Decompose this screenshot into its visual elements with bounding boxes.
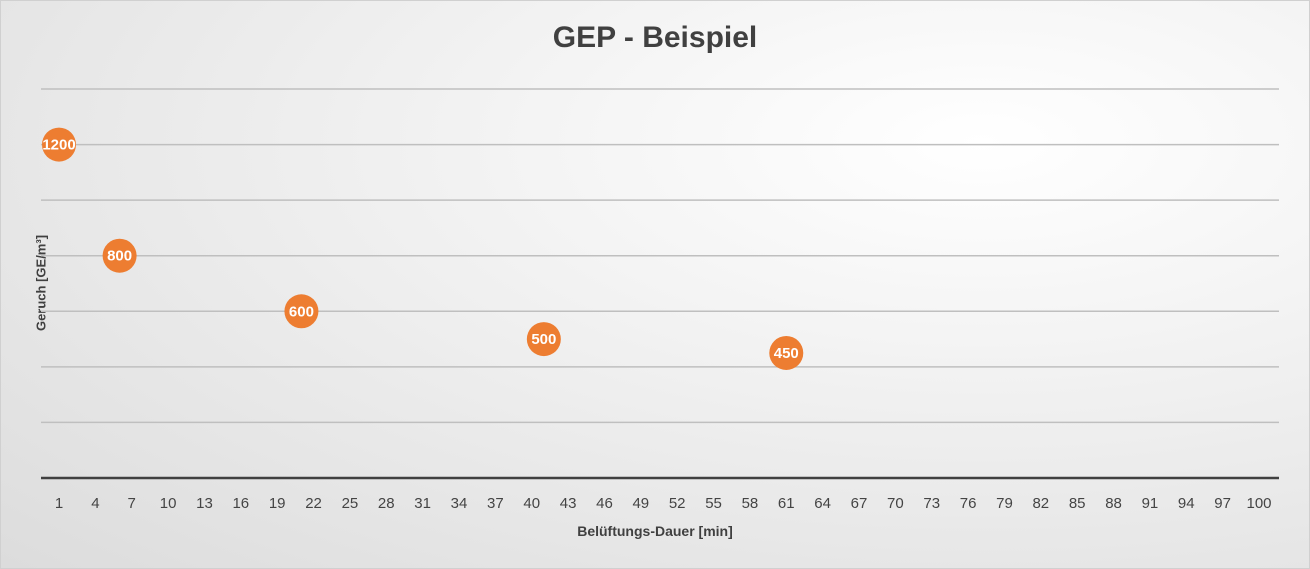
data-point — [284, 294, 319, 329]
x-axis-title: Belüftungs-Dauer [min] — [577, 523, 733, 539]
x-tick-label: 4 — [91, 495, 99, 512]
data-point — [42, 127, 76, 162]
x-tick-label: 94 — [1178, 495, 1195, 512]
x-tick-label: 22 — [305, 495, 322, 512]
data-label: 1200 — [42, 137, 75, 154]
x-tick-label: 79 — [996, 495, 1013, 512]
x-tick-label: 70 — [887, 495, 904, 512]
x-tick-label: 49 — [632, 495, 649, 512]
x-tick-label: 100 — [1246, 495, 1271, 512]
data-point — [526, 322, 561, 357]
data-label: 600 — [289, 303, 314, 320]
x-tick-label: 76 — [960, 495, 977, 512]
x-tick-label: 40 — [523, 495, 540, 512]
x-tick-label: 64 — [814, 495, 831, 512]
x-tick-label: 31 — [414, 495, 431, 512]
data-point — [102, 238, 137, 273]
data-label: 450 — [774, 345, 799, 362]
x-tick-label: 88 — [1105, 495, 1122, 512]
x-tick-label: 10 — [160, 495, 177, 512]
x-tick-label: 28 — [378, 495, 395, 512]
x-tick-label: 16 — [232, 495, 249, 512]
x-tick-label: 97 — [1214, 495, 1231, 512]
x-tick-label: 58 — [742, 495, 759, 512]
x-tick-label: 85 — [1069, 495, 1086, 512]
x-tick-label: 7 — [128, 495, 136, 512]
x-tick-label: 82 — [1032, 495, 1049, 512]
x-tick-label: 52 — [669, 495, 686, 512]
x-tick-label: 91 — [1142, 495, 1159, 512]
x-tick-label: 55 — [705, 495, 722, 512]
x-tick-label: 34 — [451, 495, 468, 512]
x-tick-label: 43 — [560, 495, 577, 512]
x-tick-label: 1 — [55, 495, 63, 512]
x-tick-label: 46 — [596, 495, 613, 512]
x-tick-label: 73 — [923, 495, 940, 512]
data-label: 500 — [531, 331, 556, 348]
chart-title: GEP - Beispiel — [552, 21, 758, 54]
x-tick-label: 25 — [342, 495, 359, 512]
x-tick-label: 61 — [778, 495, 795, 512]
data-point — [769, 335, 804, 370]
x-tick-label: 67 — [851, 495, 868, 512]
data-label: 800 — [107, 248, 132, 265]
x-tick-label: 13 — [196, 495, 213, 512]
x-tick-label: 37 — [487, 495, 504, 512]
x-tick-label: 19 — [269, 495, 286, 512]
